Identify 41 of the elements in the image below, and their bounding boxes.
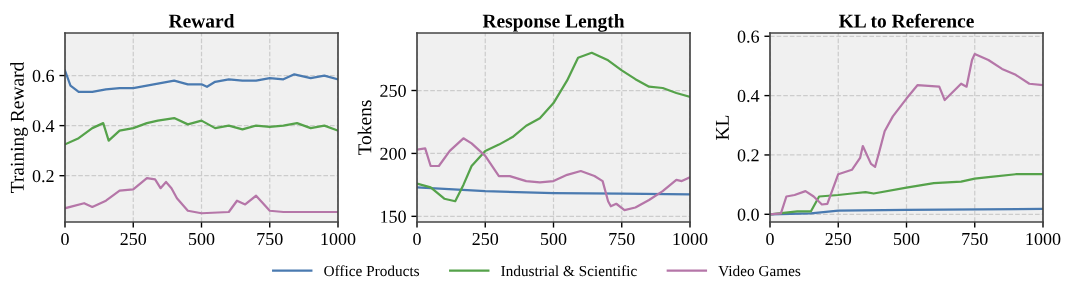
legend-label: Industrial & Scientific <box>501 265 637 277</box>
x-tick-label: 500 <box>894 232 920 246</box>
y-tick-label: 0.0 <box>737 208 759 221</box>
x-tick-label: 1000 <box>673 232 708 246</box>
line-series <box>417 137 690 212</box>
legend-label: Video Games <box>718 265 801 277</box>
chart-title: Reward <box>168 13 235 28</box>
y-axis-title: Training Reward <box>10 61 28 193</box>
legend-label: Office Products <box>324 265 420 277</box>
line-series <box>770 52 1043 216</box>
y-tick-label: 0.2 <box>32 169 54 183</box>
line-series <box>417 51 690 203</box>
x-tick-label: 0 <box>766 232 774 246</box>
x-tick-label: 1000 <box>321 232 356 246</box>
x-tick-label: 0 <box>413 232 421 246</box>
line-series <box>65 69 338 93</box>
chart-title: KL to Reference <box>838 13 974 28</box>
y-tick-label: 0.6 <box>737 30 760 43</box>
y-tick-label: 150 <box>381 210 406 223</box>
chart-title: Response Length <box>482 13 625 32</box>
x-tick-label: 500 <box>541 232 567 246</box>
x-tick-label: 750 <box>962 232 988 246</box>
x-tick-label: 750 <box>257 232 283 246</box>
y-tick-label: 0.6 <box>32 69 55 83</box>
x-tick-label: 250 <box>825 232 852 246</box>
line-series <box>65 177 338 215</box>
x-tick-label: 750 <box>609 232 635 246</box>
y-tick-label: 250 <box>380 84 406 97</box>
y-axis-title: Tokens <box>357 100 372 156</box>
y-tick-label: 0.2 <box>737 149 759 162</box>
x-tick-label: 1000 <box>1026 232 1061 246</box>
y-tick-label: 0.4 <box>32 119 55 133</box>
x-tick-label: 250 <box>120 232 147 246</box>
y-tick-label: 200 <box>380 147 406 160</box>
x-tick-label: 500 <box>189 232 215 246</box>
y-axis-title: KL <box>715 115 729 140</box>
x-tick-label: 250 <box>472 232 499 246</box>
y-tick-label: 0.4 <box>737 89 760 103</box>
line-series <box>417 186 690 196</box>
x-tick-label: 0 <box>61 232 69 246</box>
line-series <box>65 117 338 146</box>
